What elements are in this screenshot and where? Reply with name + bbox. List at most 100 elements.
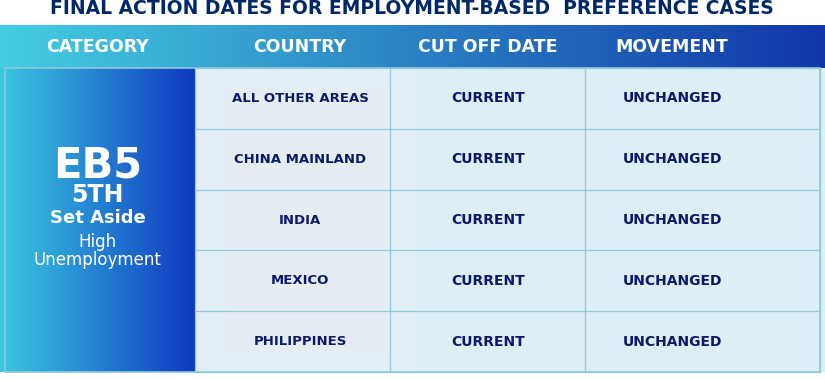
Bar xyxy=(644,25,646,68)
Text: FINAL ACTION DATES FOR EMPLOYMENT-BASED  PREFERENCE CASES: FINAL ACTION DATES FOR EMPLOYMENT-BASED … xyxy=(50,0,774,19)
Bar xyxy=(27,25,31,68)
Bar xyxy=(141,68,143,372)
Bar xyxy=(151,25,154,68)
Bar xyxy=(44,68,45,372)
Bar xyxy=(553,25,555,68)
Bar xyxy=(90,68,91,372)
Bar xyxy=(534,25,536,68)
Bar xyxy=(346,25,349,68)
Bar xyxy=(751,25,753,68)
Bar xyxy=(250,25,253,68)
Bar xyxy=(509,25,512,68)
Bar xyxy=(139,68,140,372)
Bar xyxy=(225,25,229,68)
Bar xyxy=(7,68,9,372)
Bar xyxy=(32,68,33,372)
Bar xyxy=(101,68,102,372)
Bar xyxy=(264,25,266,68)
Bar xyxy=(52,25,55,68)
Bar xyxy=(20,68,21,372)
Bar xyxy=(168,68,170,372)
Bar xyxy=(183,68,184,372)
Bar xyxy=(165,68,166,372)
Bar xyxy=(188,68,189,372)
Bar xyxy=(811,25,814,68)
Bar xyxy=(144,68,145,372)
Bar xyxy=(602,25,605,68)
Bar xyxy=(6,68,7,372)
Bar xyxy=(70,68,71,372)
Bar xyxy=(176,68,177,372)
Bar xyxy=(136,68,138,372)
Bar xyxy=(512,25,514,68)
Text: CURRENT: CURRENT xyxy=(451,152,525,166)
Bar xyxy=(371,25,374,68)
Bar xyxy=(25,68,26,372)
Text: CURRENT: CURRENT xyxy=(451,274,525,288)
Bar xyxy=(495,25,497,68)
Text: High: High xyxy=(78,233,116,251)
Bar xyxy=(127,68,128,372)
Bar xyxy=(280,25,283,68)
Bar xyxy=(808,25,811,68)
Bar xyxy=(806,25,808,68)
Bar xyxy=(476,25,478,68)
Bar xyxy=(50,25,52,68)
Bar xyxy=(163,25,165,68)
Bar xyxy=(162,68,163,372)
Bar xyxy=(192,68,193,372)
Bar xyxy=(93,25,97,68)
Bar xyxy=(106,68,107,372)
Bar xyxy=(544,25,547,68)
Bar xyxy=(514,25,517,68)
Bar xyxy=(410,25,412,68)
Bar xyxy=(148,25,151,68)
Bar xyxy=(54,68,55,372)
Bar xyxy=(115,68,116,372)
Bar xyxy=(191,68,192,372)
Bar xyxy=(314,25,316,68)
Bar xyxy=(76,68,77,372)
Bar xyxy=(190,68,191,372)
Bar xyxy=(732,25,734,68)
Text: UNCHANGED: UNCHANGED xyxy=(622,92,722,105)
Bar xyxy=(125,68,127,372)
Bar xyxy=(385,25,388,68)
Bar xyxy=(720,25,724,68)
Bar xyxy=(245,25,247,68)
Bar xyxy=(154,25,157,68)
Bar xyxy=(184,68,186,372)
Bar xyxy=(559,25,561,68)
Bar xyxy=(150,68,151,372)
Bar xyxy=(85,25,88,68)
Bar xyxy=(790,25,792,68)
Bar xyxy=(179,68,181,372)
Bar xyxy=(352,25,355,68)
Bar xyxy=(105,25,107,68)
Bar xyxy=(462,25,464,68)
Bar xyxy=(60,25,64,68)
Bar xyxy=(715,25,718,68)
Bar xyxy=(2,25,6,68)
Text: CURRENT: CURRENT xyxy=(451,335,525,348)
Bar xyxy=(817,25,819,68)
Text: UNCHANGED: UNCHANGED xyxy=(622,274,722,288)
Bar xyxy=(173,25,176,68)
Bar xyxy=(34,68,35,372)
Bar xyxy=(487,25,489,68)
Bar xyxy=(464,25,468,68)
Bar xyxy=(18,68,20,372)
Bar xyxy=(82,25,85,68)
Bar xyxy=(402,25,404,68)
Bar xyxy=(489,25,493,68)
Bar xyxy=(134,25,138,68)
Bar xyxy=(0,25,2,68)
Text: PHILIPPINES: PHILIPPINES xyxy=(253,335,346,348)
Bar xyxy=(586,25,588,68)
Bar xyxy=(182,68,183,372)
Bar xyxy=(44,25,47,68)
Bar xyxy=(21,68,22,372)
Bar xyxy=(75,68,76,372)
Bar xyxy=(66,25,68,68)
Bar xyxy=(113,68,114,372)
